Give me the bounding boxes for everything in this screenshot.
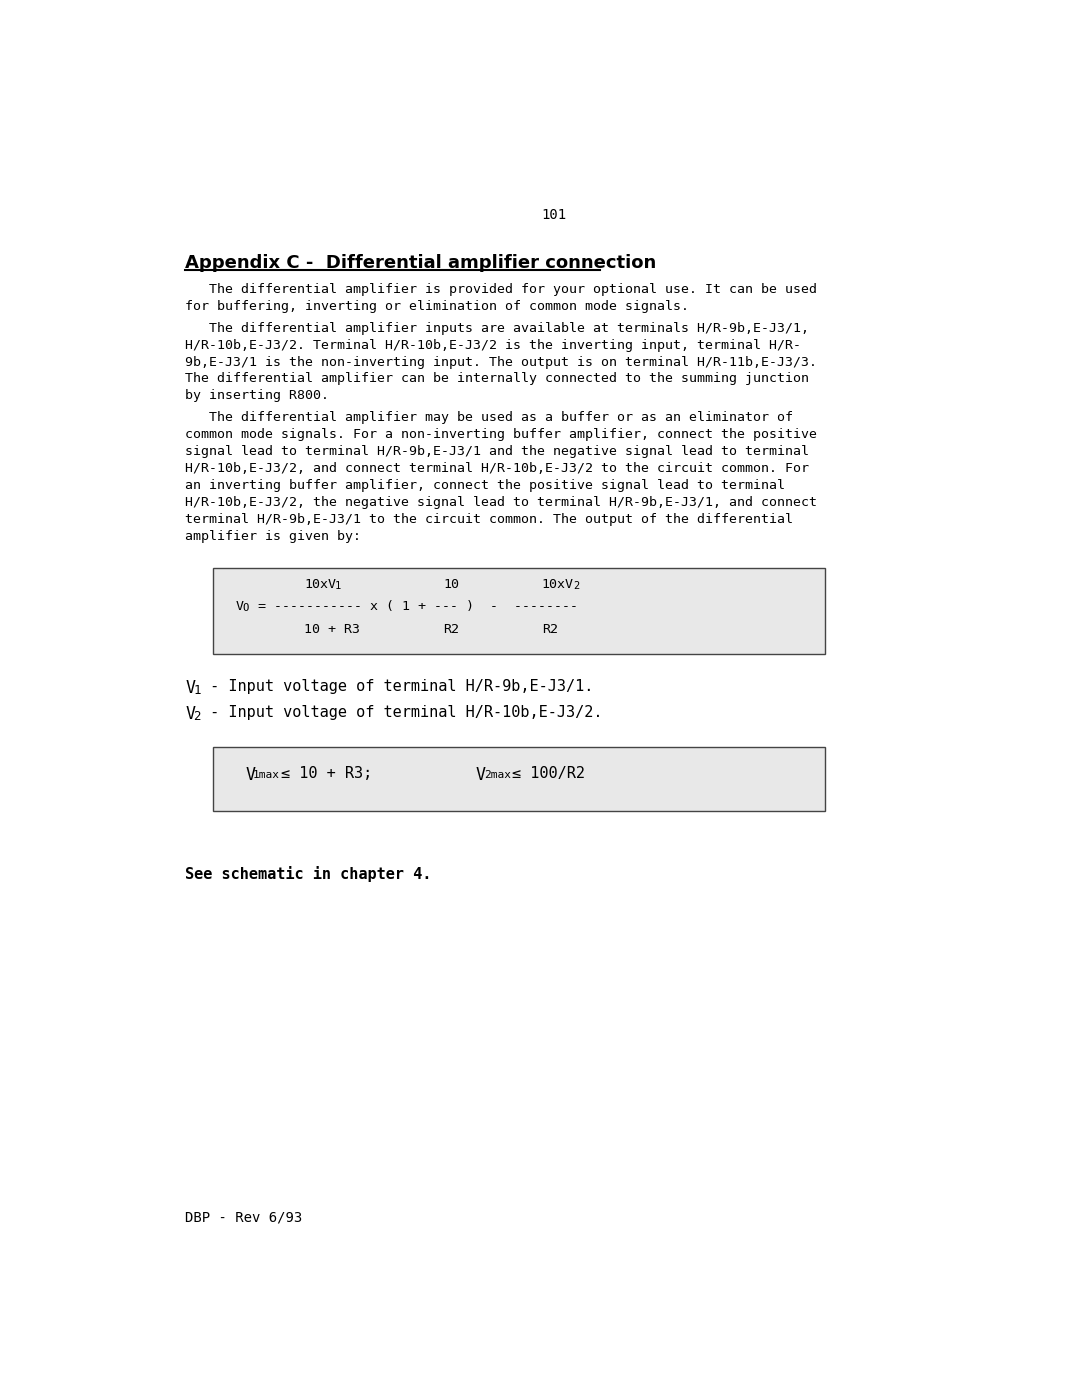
Text: H/R-10b,E-J3/2. Terminal H/R-10b,E-J3/2 is the inverting input, terminal H/R-: H/R-10b,E-J3/2. Terminal H/R-10b,E-J3/2 … xyxy=(186,338,801,352)
Text: H/R-10b,E-J3/2, the negative signal lead to terminal H/R-9b,E-J3/1, and connect: H/R-10b,E-J3/2, the negative signal lead… xyxy=(186,496,818,509)
Text: V: V xyxy=(186,679,195,697)
Text: The differential amplifier can be internally connected to the summing junction: The differential amplifier can be intern… xyxy=(186,373,809,386)
Text: - Input voltage of terminal H/R-10b,E-J3/2.: - Input voltage of terminal H/R-10b,E-J3… xyxy=(201,705,603,719)
Text: by inserting R800.: by inserting R800. xyxy=(186,390,329,402)
FancyBboxPatch shape xyxy=(213,569,825,654)
FancyBboxPatch shape xyxy=(213,747,825,810)
Text: 10xV: 10xV xyxy=(542,578,573,591)
Text: V: V xyxy=(476,766,486,784)
Text: V: V xyxy=(245,766,255,784)
Text: R2: R2 xyxy=(542,623,558,637)
Text: H/R-10b,E-J3/2, and connect terminal H/R-10b,E-J3/2 to the circuit common. For: H/R-10b,E-J3/2, and connect terminal H/R… xyxy=(186,462,809,475)
Text: 10 + R3: 10 + R3 xyxy=(303,623,360,637)
Text: The differential amplifier may be used as a buffer or as an eliminator of: The differential amplifier may be used a… xyxy=(186,411,794,423)
Text: O: O xyxy=(242,604,248,613)
Text: 9b,E-J3/1 is the non-inverting input. The output is on terminal H/R-11b,E-J3/3.: 9b,E-J3/1 is the non-inverting input. Th… xyxy=(186,355,818,369)
Text: signal lead to terminal H/R-9b,E-J3/1 and the negative signal lead to terminal: signal lead to terminal H/R-9b,E-J3/1 an… xyxy=(186,444,809,458)
Text: 1max: 1max xyxy=(253,770,280,780)
Text: 1: 1 xyxy=(335,581,341,591)
Text: 101: 101 xyxy=(541,208,566,222)
Text: 10: 10 xyxy=(444,578,459,591)
Text: for buffering, inverting or elimination of common mode signals.: for buffering, inverting or elimination … xyxy=(186,300,689,313)
Text: 1: 1 xyxy=(193,683,201,697)
Text: - Input voltage of terminal H/R-9b,E-J3/1.: - Input voltage of terminal H/R-9b,E-J3/… xyxy=(201,679,593,694)
Text: common mode signals. For a non-inverting buffer amplifier, connect the positive: common mode signals. For a non-inverting… xyxy=(186,427,818,441)
Text: ≤ 10 + R3;: ≤ 10 + R3; xyxy=(281,766,372,781)
Text: DBP - Rev 6/93: DBP - Rev 6/93 xyxy=(186,1211,302,1225)
Text: R2: R2 xyxy=(444,623,459,637)
Text: 10xV: 10xV xyxy=(303,578,336,591)
Text: See schematic in chapter 4.: See schematic in chapter 4. xyxy=(186,866,432,882)
Text: 2: 2 xyxy=(193,710,201,722)
Text: ≤ 100/R2: ≤ 100/R2 xyxy=(512,766,584,781)
Text: 2max: 2max xyxy=(484,770,511,780)
Text: terminal H/R-9b,E-J3/1 to the circuit common. The output of the differential: terminal H/R-9b,E-J3/1 to the circuit co… xyxy=(186,513,794,525)
Text: The differential amplifier inputs are available at terminals H/R-9b,E-J3/1,: The differential amplifier inputs are av… xyxy=(186,321,809,335)
Text: V: V xyxy=(235,601,244,613)
Text: 2: 2 xyxy=(572,581,579,591)
Text: amplifier is given by:: amplifier is given by: xyxy=(186,529,362,542)
Text: Appendix C -  Differential amplifier connection: Appendix C - Differential amplifier conn… xyxy=(186,254,657,272)
Text: an inverting buffer amplifier, connect the positive signal lead to terminal: an inverting buffer amplifier, connect t… xyxy=(186,479,785,492)
Text: V: V xyxy=(186,705,195,724)
Text: The differential amplifier is provided for your optional use. It can be used: The differential amplifier is provided f… xyxy=(186,284,818,296)
Text: = ----------- x ( 1 + --- )  -  --------: = ----------- x ( 1 + --- ) - -------- xyxy=(249,601,578,613)
